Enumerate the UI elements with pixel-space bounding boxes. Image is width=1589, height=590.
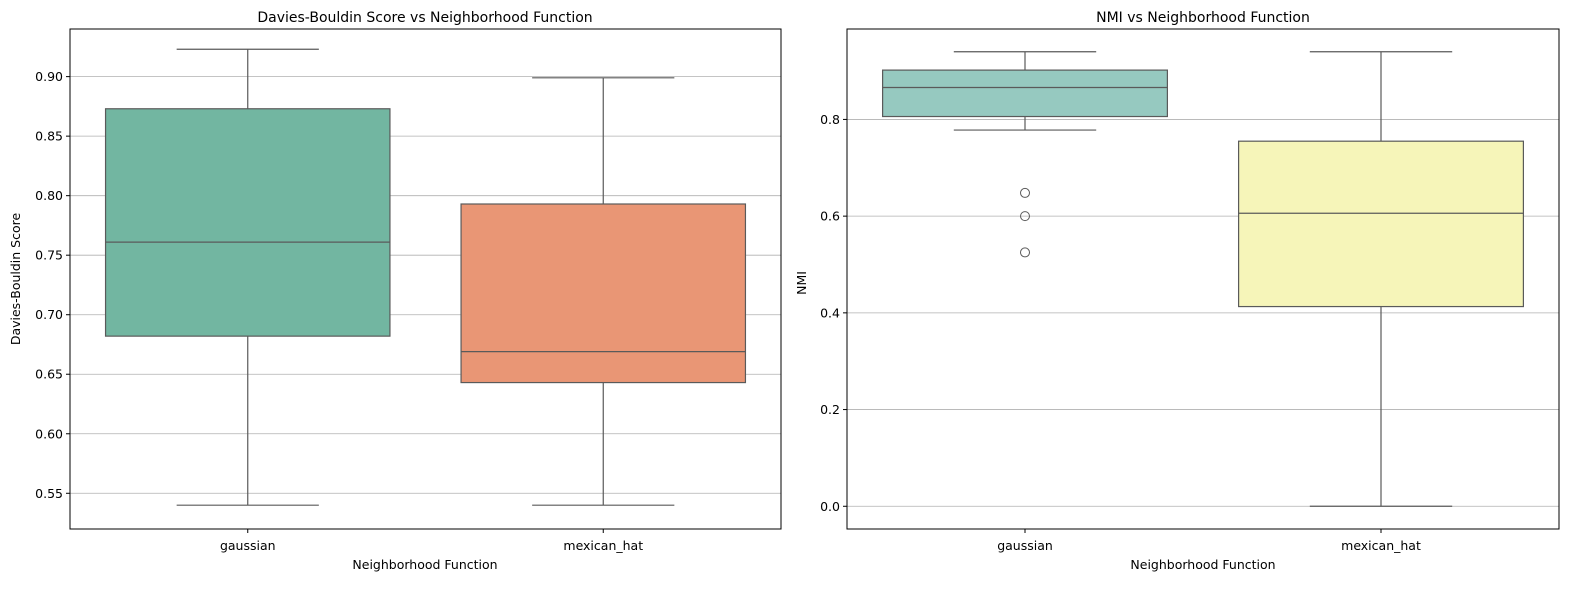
x-tick-label: gaussian xyxy=(997,538,1053,553)
chart-title: NMI vs Neighborhood Function xyxy=(1096,10,1310,26)
outlier-point xyxy=(1020,247,1030,258)
y-tick-label: 0.8 xyxy=(820,112,840,127)
y-tick-label: 0.75 xyxy=(35,248,63,263)
y-tick-label: 0.0 xyxy=(820,499,840,514)
davies-bouldin-panel: Davies-Bouldin Score vs Neighborhood Fun… xyxy=(8,10,782,572)
y-tick-label: 0.80 xyxy=(35,188,63,203)
nmi-panel: NMI vs Neighborhood Function Neighborhoo… xyxy=(794,10,1560,572)
x-tick-label: mexican_hat xyxy=(1341,538,1421,553)
chart-title: Davies-Bouldin Score vs Neighborhood Fun… xyxy=(257,10,592,26)
y-tick-label: 0.55 xyxy=(35,486,63,501)
box-mexican_hat xyxy=(460,203,747,384)
y-tick-label: 0.2 xyxy=(820,402,840,417)
x-axis-label: Neighborhood Function xyxy=(1130,557,1275,572)
y-tick-label: 0.85 xyxy=(35,129,63,144)
plot-frame xyxy=(846,28,1560,530)
box-gaussian xyxy=(881,69,1168,118)
y-tick-label: 0.6 xyxy=(820,209,840,224)
y-axis-label: NMI xyxy=(794,271,809,295)
y-axis-label: Davies-Bouldin Score xyxy=(8,213,23,346)
y-tick-label: 0.70 xyxy=(35,307,63,322)
outlier-point xyxy=(1020,211,1030,222)
box-gaussian xyxy=(104,108,391,337)
outlier-point xyxy=(1020,187,1030,198)
y-tick-label: 0.90 xyxy=(35,69,63,84)
x-axis-label: Neighborhood Function xyxy=(352,557,497,572)
plot-frame xyxy=(69,28,782,530)
y-tick-label: 0.60 xyxy=(35,426,63,441)
x-tick-label: gaussian xyxy=(220,538,276,553)
y-tick-label: 0.4 xyxy=(820,305,840,320)
box-mexican_hat xyxy=(1237,140,1524,308)
y-tick-label: 0.65 xyxy=(35,367,63,382)
x-tick-label: mexican_hat xyxy=(563,538,643,553)
